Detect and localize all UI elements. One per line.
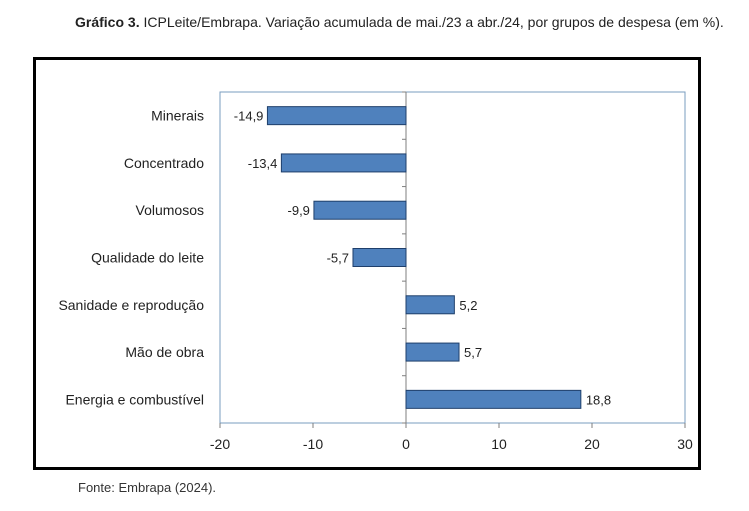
data-label: -9,9 (288, 203, 310, 218)
bar (405, 295, 455, 315)
data-label: 5,7 (464, 345, 482, 360)
category-label: Mão de obra (125, 344, 204, 360)
category-label: Concentrado (124, 155, 204, 171)
category-label: Sanidade e reprodução (58, 297, 204, 313)
bar (405, 342, 460, 362)
bar (280, 153, 407, 173)
bar (266, 106, 407, 126)
x-tick-label: -20 (210, 436, 230, 452)
data-label: -13,4 (248, 156, 278, 171)
chart-frame (33, 57, 701, 470)
figure-caption: Gráfico 3. ICPLeite/Embrapa. Variação ac… (75, 11, 730, 33)
bar (313, 200, 407, 220)
caption-text: ICPLeite/Embrapa. Variação acumulada de … (143, 14, 724, 30)
source-note: Fonte: Embrapa (2024). (78, 480, 217, 495)
category-label: Volumosos (136, 202, 204, 218)
category-label: Minerais (151, 108, 204, 124)
x-tick-label: 20 (584, 436, 600, 452)
x-tick-label: 10 (491, 436, 507, 452)
plot-area (219, 91, 686, 424)
data-label: -5,7 (327, 251, 349, 266)
category-label: Energia e combustível (65, 391, 204, 407)
data-label: 5,2 (459, 298, 477, 313)
x-tick-label: 0 (402, 436, 410, 452)
x-tick-label: -10 (303, 436, 323, 452)
bar (352, 248, 407, 267)
x-tick-label: 30 (677, 436, 693, 452)
data-label: 18,8 (586, 392, 611, 407)
caption-prefix: Gráfico 3. (75, 14, 140, 30)
category-label: Qualidade do leite (91, 250, 204, 266)
bar (405, 389, 582, 409)
data-label: -14,9 (234, 109, 264, 124)
